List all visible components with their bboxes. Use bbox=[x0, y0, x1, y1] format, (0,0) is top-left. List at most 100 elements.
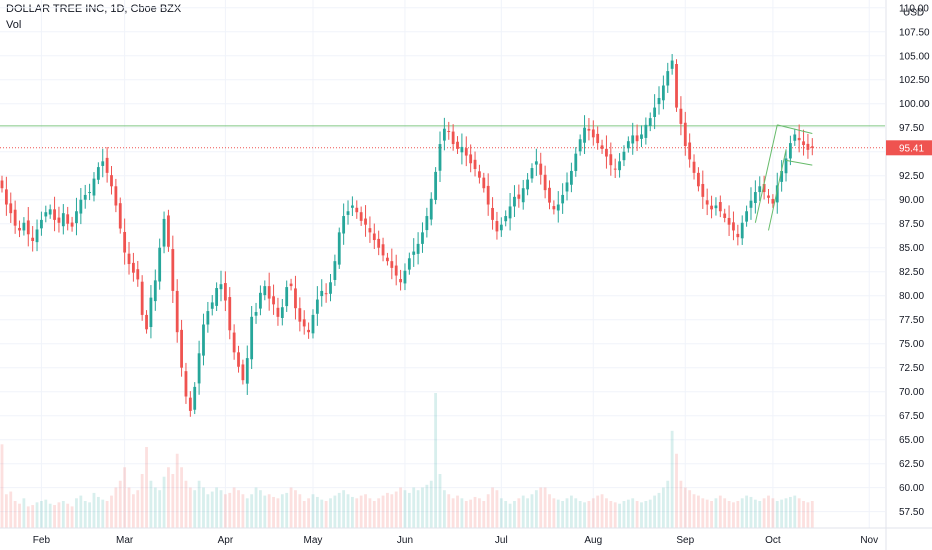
volume-bar bbox=[688, 490, 692, 528]
candle-body bbox=[635, 135, 639, 142]
candle-body bbox=[241, 364, 245, 381]
candle-body bbox=[613, 168, 617, 170]
volume-bar bbox=[40, 501, 43, 528]
volume-bar bbox=[35, 502, 39, 528]
candle-body bbox=[578, 139, 582, 152]
volume-bar bbox=[162, 476, 166, 528]
candle-body bbox=[92, 178, 96, 196]
candle-body bbox=[683, 122, 687, 146]
volume-bar bbox=[101, 499, 105, 528]
candle-body bbox=[294, 288, 297, 309]
y-tick-label: 65.00 bbox=[899, 435, 924, 446]
volume-bar bbox=[565, 498, 569, 528]
volume-bar bbox=[718, 495, 722, 528]
x-tick-label: Feb bbox=[33, 535, 51, 546]
volume-bar bbox=[149, 480, 153, 528]
y-tick-label: 77.50 bbox=[899, 315, 924, 326]
candle-body bbox=[552, 206, 556, 210]
candle-body bbox=[399, 279, 402, 283]
volume-bar bbox=[342, 490, 346, 528]
candle-body bbox=[83, 194, 87, 200]
volume-bar bbox=[315, 496, 319, 528]
volume-bar bbox=[359, 495, 363, 528]
volume-bar bbox=[447, 494, 451, 528]
volume-bar bbox=[158, 490, 162, 528]
volume-bar bbox=[793, 495, 797, 528]
candle-body bbox=[368, 228, 372, 233]
price-axis: 57.50 60.00 62.50 65.00 67.50 70.00 72.50 75.00… bbox=[885, 0, 932, 550]
candle-body bbox=[285, 287, 289, 307]
volume-bar bbox=[421, 487, 424, 528]
candle-body bbox=[13, 209, 17, 226]
candle-body bbox=[232, 332, 236, 353]
volume-bar bbox=[762, 498, 766, 528]
volume-bar bbox=[193, 490, 197, 528]
candle-body bbox=[718, 202, 722, 212]
volume-bar bbox=[320, 499, 324, 528]
y-tick-label: 60.00 bbox=[899, 483, 924, 494]
volume-bar bbox=[237, 490, 240, 528]
candle-body bbox=[289, 283, 293, 287]
volume-bar bbox=[767, 495, 770, 528]
volume-bar bbox=[114, 487, 118, 528]
volume-bar bbox=[399, 487, 402, 528]
volume-bar bbox=[631, 498, 635, 528]
volume-bar bbox=[232, 487, 236, 528]
volume-bar bbox=[644, 501, 648, 528]
volume-bar bbox=[88, 502, 91, 528]
candle-body bbox=[626, 141, 630, 149]
volume-bar bbox=[206, 494, 210, 528]
volume-bar bbox=[184, 480, 188, 528]
volume-bar bbox=[44, 499, 48, 528]
candle-body bbox=[736, 233, 740, 238]
volume-bar bbox=[132, 494, 135, 528]
candle-body bbox=[149, 297, 153, 328]
volume-bar bbox=[583, 502, 586, 528]
candle-body bbox=[359, 212, 363, 221]
volume-bar bbox=[539, 487, 543, 528]
candle-body bbox=[513, 196, 516, 207]
candle-body bbox=[219, 284, 223, 290]
volume-bar bbox=[802, 501, 805, 528]
candle-body bbox=[197, 353, 201, 384]
volume-bar bbox=[451, 498, 455, 528]
volume-bar bbox=[0, 444, 4, 528]
x-tick-label: Apr bbox=[218, 535, 234, 546]
candle-body bbox=[714, 205, 718, 209]
volume-bar bbox=[578, 501, 582, 528]
candle-body bbox=[329, 282, 332, 294]
candle-body bbox=[758, 186, 762, 193]
volume-bar bbox=[701, 498, 705, 528]
volume-bar bbox=[136, 490, 140, 528]
y-tick-label: 87.50 bbox=[899, 219, 924, 230]
candle-body bbox=[644, 124, 648, 138]
candle-body bbox=[101, 161, 105, 166]
candle-body bbox=[40, 219, 43, 229]
volume-bar bbox=[661, 487, 665, 528]
volume-bar bbox=[416, 490, 420, 528]
candle-body bbox=[679, 108, 683, 124]
candle-body bbox=[206, 311, 210, 325]
volume-bar bbox=[552, 498, 556, 528]
candle-body bbox=[355, 207, 359, 213]
candle-body bbox=[745, 211, 748, 222]
candle-body bbox=[631, 135, 635, 144]
candle-body bbox=[250, 316, 254, 360]
candle-body bbox=[162, 218, 166, 247]
candle-body bbox=[688, 142, 692, 160]
y-tick-label: 80.00 bbox=[899, 291, 924, 302]
candle-body bbox=[548, 187, 551, 203]
y-tick-label: 67.50 bbox=[899, 411, 924, 422]
candle-body bbox=[267, 286, 271, 299]
candle-body bbox=[640, 134, 643, 139]
volume-bar bbox=[294, 490, 297, 528]
candle-body bbox=[675, 64, 678, 108]
y-tick-label: 85.00 bbox=[899, 243, 924, 254]
volume-bar bbox=[210, 491, 214, 528]
candle-body bbox=[464, 148, 468, 156]
candle-body bbox=[254, 312, 258, 316]
candle-body bbox=[447, 131, 451, 133]
volume-bar bbox=[167, 467, 170, 528]
volume-bar bbox=[679, 480, 683, 528]
